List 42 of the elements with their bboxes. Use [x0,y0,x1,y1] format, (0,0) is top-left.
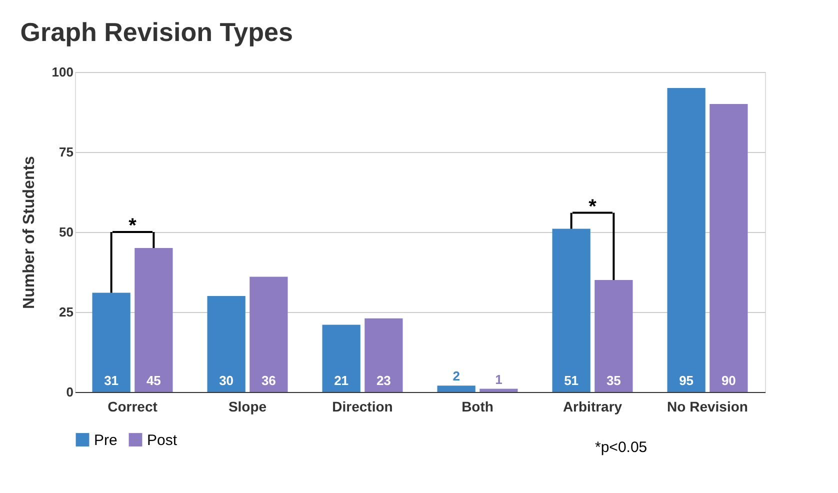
data-label: 95 [679,373,694,388]
legend-label: Pre [94,432,118,449]
bar [250,276,288,392]
y-tick-label: 100 [52,64,74,80]
legend-label: Post [147,432,178,449]
y-axis-title: Number of Students [20,156,38,309]
chart-title: Graph Revision Types [20,17,293,47]
y-tick-label: 75 [59,144,74,160]
data-label: 45 [146,373,161,388]
y-tick-label: 25 [59,304,74,320]
bar [437,386,476,392]
data-label: 51 [564,373,579,388]
bar [134,248,173,392]
data-label: 23 [376,373,391,388]
data-label: 21 [334,373,349,388]
x-tick-label: Correct [108,398,158,414]
x-tick-label: Both [462,398,494,414]
bar [710,104,748,392]
bar [92,292,130,392]
bar [594,280,633,392]
bar [552,228,590,392]
data-label: 90 [721,373,736,388]
x-tick-label: Direction [332,398,393,414]
data-label: 30 [219,373,234,388]
data-label: 2 [452,368,460,384]
bar [364,318,403,392]
text: *p<0.05 [595,439,648,456]
annotation: * [128,215,137,237]
x-tick-label: Slope [228,398,267,414]
x-tick-label: Arbitrary [562,398,622,414]
x-tick-label: No Revision [667,398,748,414]
data-label: 36 [261,373,276,388]
bar [480,388,518,392]
data-label: 1 [495,372,502,387]
bar [322,324,360,392]
y-tick-label: 0 [66,384,74,400]
data-label: 35 [606,373,621,388]
bar [207,296,246,392]
annotation: * [588,196,597,218]
y-tick-label: 50 [59,224,74,240]
bar [667,88,706,392]
data-label: 31 [104,373,119,388]
